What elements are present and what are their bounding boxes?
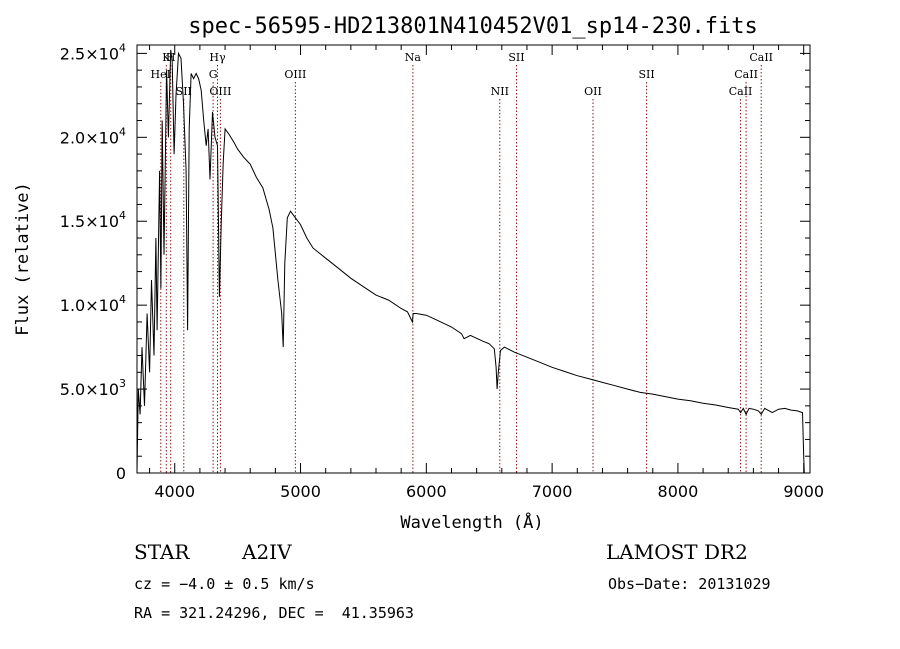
line-label: Na bbox=[405, 51, 422, 64]
y-tick-exponent: 4 bbox=[119, 41, 126, 54]
line-label: OIII bbox=[284, 68, 306, 81]
y-tick-label: 0 bbox=[116, 464, 126, 483]
x-tick-label: 9000 bbox=[783, 482, 824, 501]
line-label: SII bbox=[508, 51, 524, 64]
y-tick-exponent: 4 bbox=[119, 125, 126, 138]
object-class: STAR bbox=[134, 540, 190, 564]
survey-name: LAMOST DR2 bbox=[606, 540, 748, 564]
line-label: Hγ bbox=[209, 51, 226, 64]
obs-date: Obs−Date: 20131029 bbox=[608, 575, 771, 593]
line-label: SII bbox=[176, 85, 192, 98]
line-label: OIII bbox=[209, 85, 231, 98]
y-tick-label: 2.5×104 bbox=[60, 41, 126, 63]
chart-title: spec-56595-HD213801N410452V01_sp14-230.f… bbox=[188, 14, 758, 39]
coordinates: RA = 321.24296, DEC = 41.35963 bbox=[134, 604, 414, 622]
line-label: G bbox=[209, 68, 218, 81]
y-tick-label: 1.5×104 bbox=[60, 209, 126, 231]
y-tick-mantissa: 2.0×10 bbox=[60, 128, 119, 147]
x-tick-label: 6000 bbox=[406, 482, 447, 501]
line-label: HeI bbox=[151, 68, 171, 81]
spectral-line-labels: HeIKHSIIHγGOIIIOIIINaNIISIIOIISIICaIICaI… bbox=[151, 51, 773, 98]
y-axis-label: Flux (relative) bbox=[13, 182, 33, 336]
redshift-text: cz = −4.0 ± 0.5 km/s bbox=[134, 575, 315, 593]
y-tick-label: 1.0×104 bbox=[60, 293, 126, 315]
y-tick-mantissa: 5.0×10 bbox=[60, 380, 119, 399]
x-tick-label: 8000 bbox=[658, 482, 699, 501]
line-label: CaII bbox=[749, 51, 773, 64]
y-tick-exponent: 4 bbox=[119, 209, 126, 222]
y-tick-mantissa: 1.5×10 bbox=[60, 212, 119, 231]
x-axis-label: Wavelength (Å) bbox=[400, 511, 543, 533]
y-tick-mantissa: 0 bbox=[116, 464, 126, 483]
line-label: OII bbox=[584, 85, 602, 98]
y-tick-exponent: 3 bbox=[119, 377, 126, 390]
spectrum-line bbox=[136, 49, 805, 474]
line-label: CaII bbox=[729, 85, 753, 98]
y-tick-mantissa: 2.5×10 bbox=[60, 44, 119, 63]
y-tick-mantissa: 1.0×10 bbox=[60, 296, 119, 315]
y-tick-exponent: 4 bbox=[119, 293, 126, 306]
line-label: SII bbox=[638, 68, 654, 81]
spectral-line-markers bbox=[160, 65, 762, 473]
y-tick-label: 5.0×103 bbox=[60, 377, 126, 399]
plot-frame bbox=[136, 44, 811, 474]
object-subclass: A2IV bbox=[242, 540, 292, 564]
x-axis: 4000 5000 6000 7000 8000 9000 bbox=[149, 45, 824, 501]
x-tick-label: 7000 bbox=[532, 482, 573, 501]
x-tick-label: 4000 bbox=[154, 482, 195, 501]
line-label: NII bbox=[491, 85, 509, 98]
line-label: CaII bbox=[734, 68, 758, 81]
x-tick-label: 5000 bbox=[280, 482, 321, 501]
line-label: K bbox=[162, 51, 171, 64]
y-tick-label: 2.0×104 bbox=[60, 125, 126, 147]
